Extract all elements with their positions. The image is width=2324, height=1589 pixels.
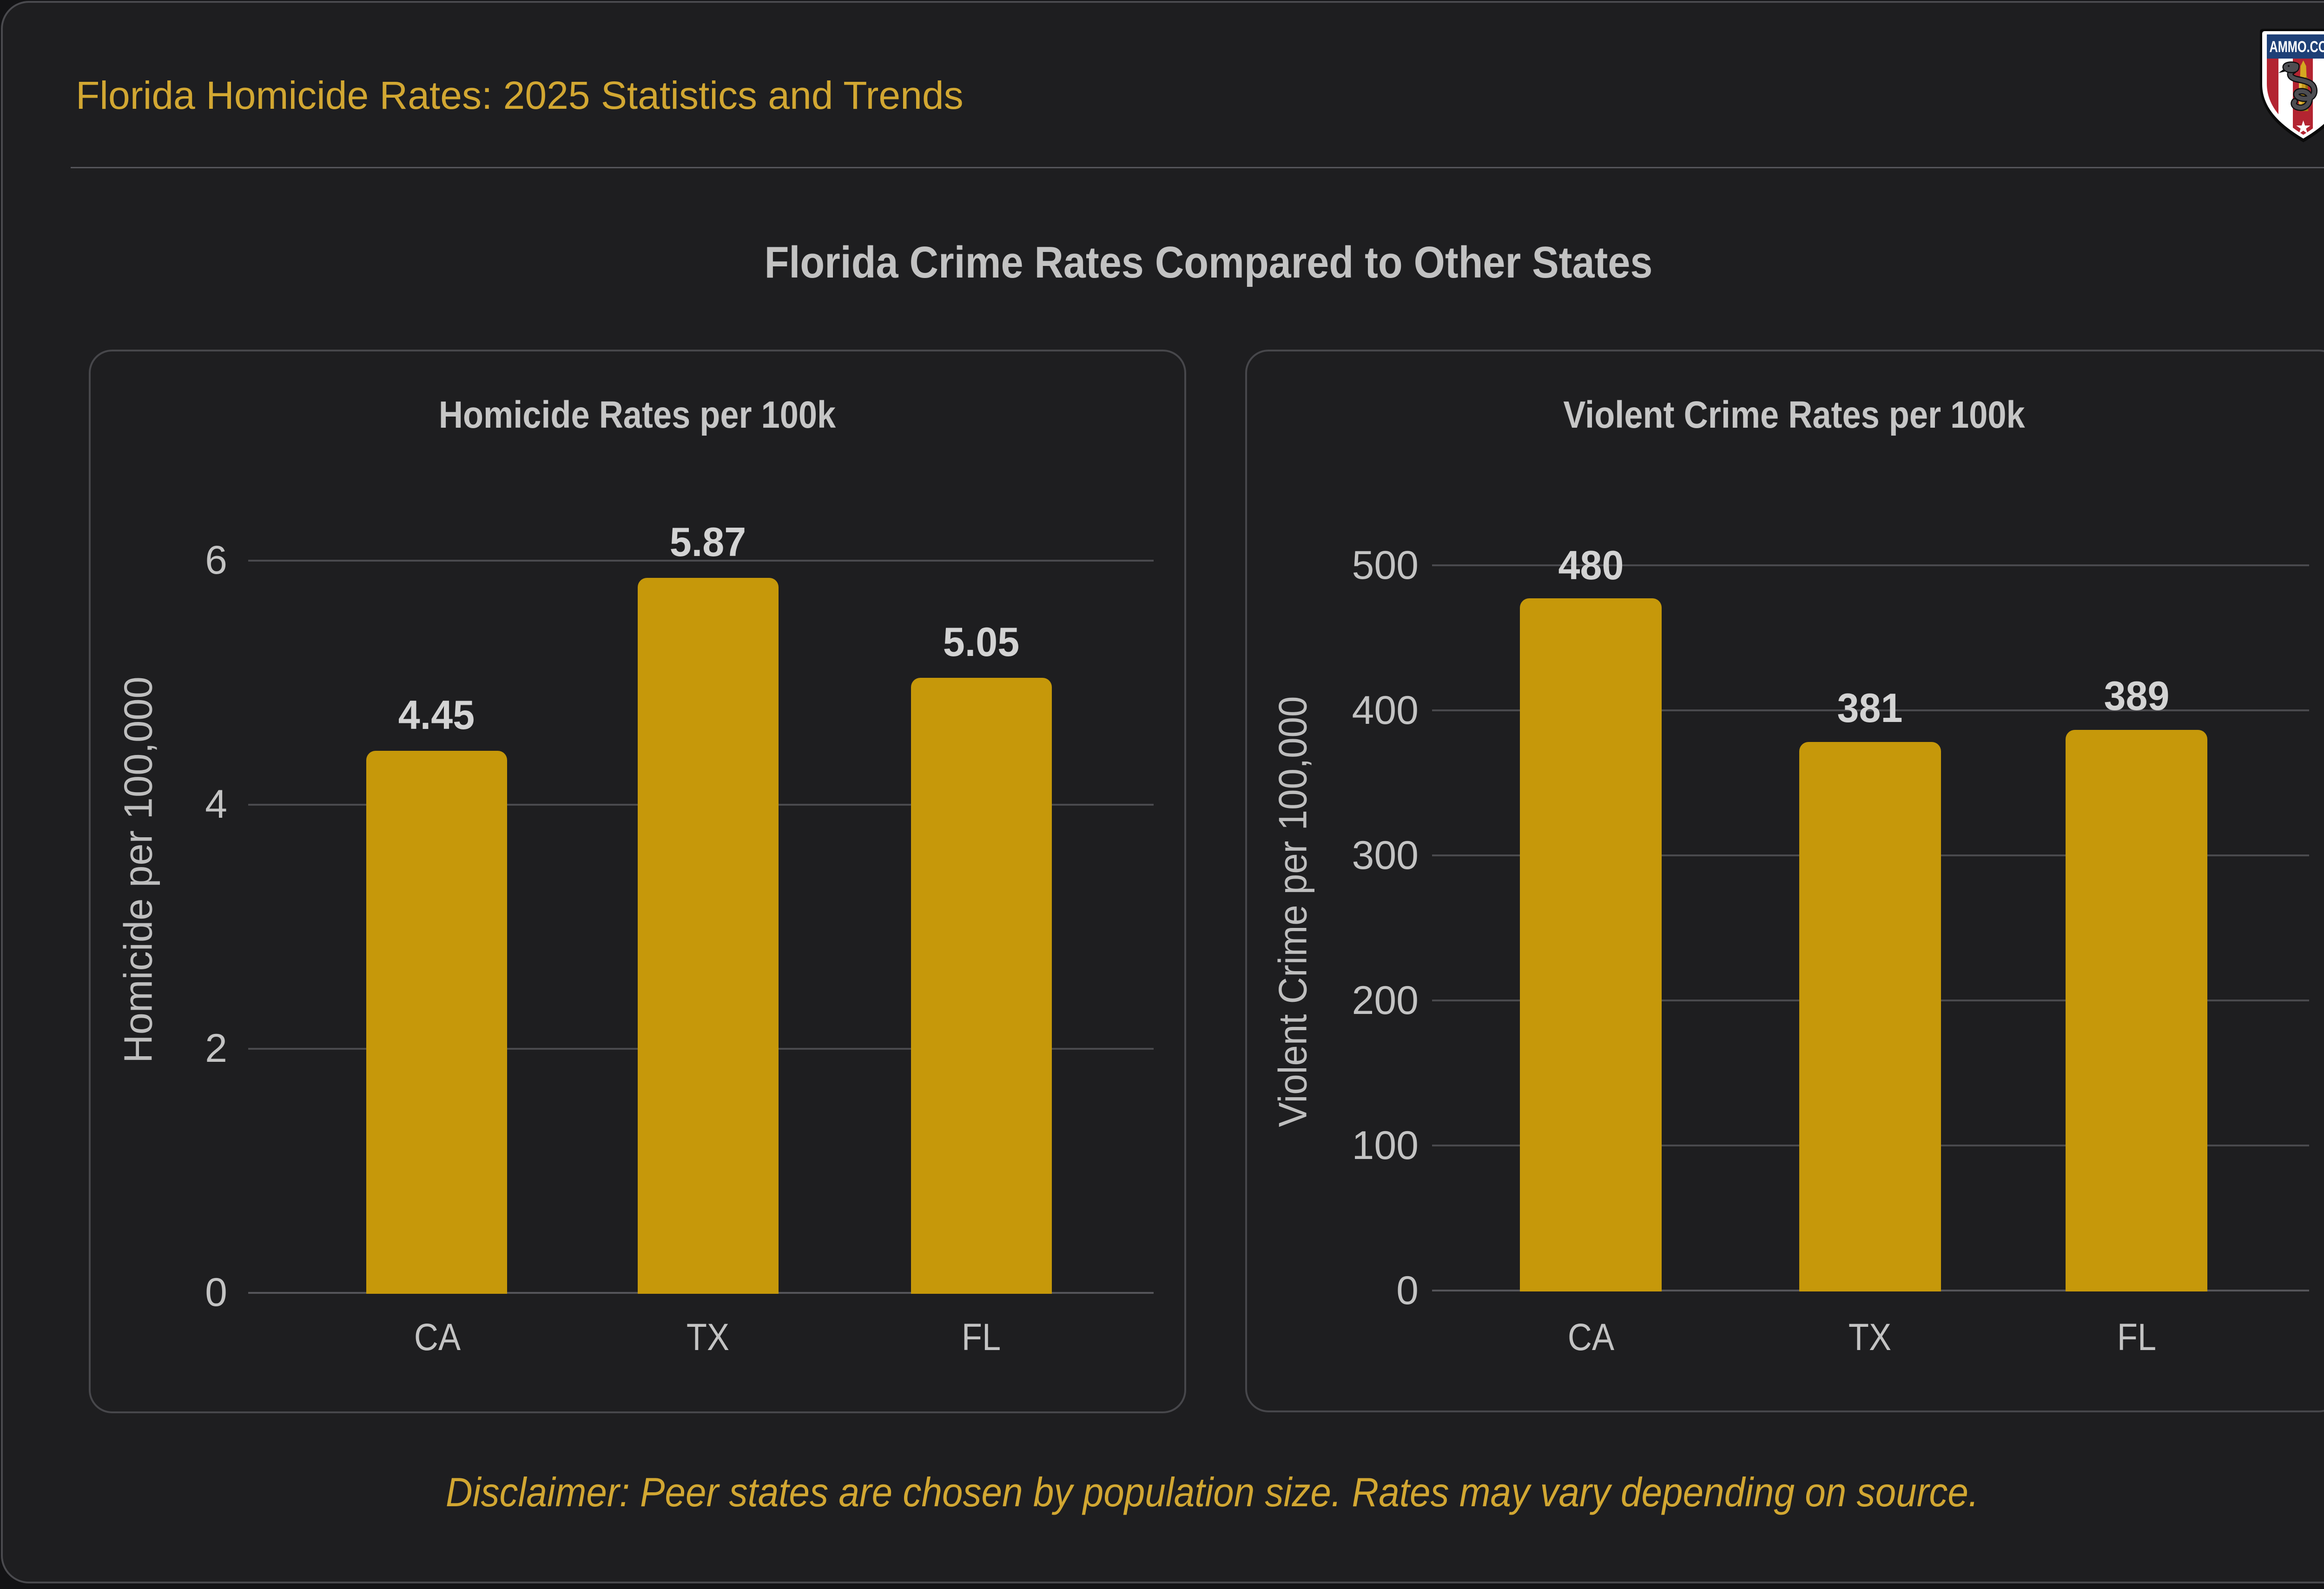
svg-text:AMMO.COM: AMMO.COM bbox=[2270, 38, 2324, 56]
